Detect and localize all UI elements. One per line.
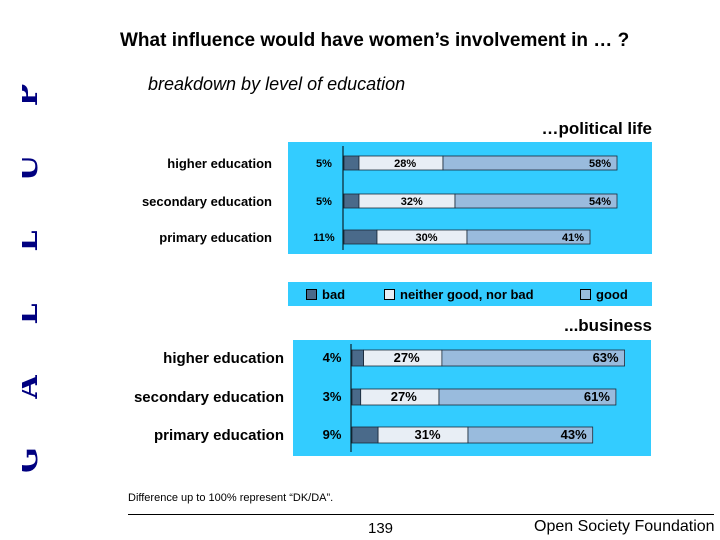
footnote: Difference up to 100% represent “DK/DA”. bbox=[128, 492, 334, 504]
data-label: 30% bbox=[415, 232, 437, 244]
bar-segment bbox=[351, 388, 362, 406]
legend-item-bad: bad bbox=[306, 287, 345, 302]
bar-segment bbox=[343, 229, 378, 245]
category-label: secondary education bbox=[142, 194, 272, 209]
gallup-letter: A bbox=[22, 375, 45, 400]
data-label: 3% bbox=[323, 389, 342, 404]
legend-swatch-neutral bbox=[384, 289, 395, 300]
data-label: 27% bbox=[391, 389, 417, 404]
bar-segment bbox=[343, 155, 360, 171]
bar-segment bbox=[454, 193, 618, 209]
gallup-letter: U bbox=[22, 155, 45, 181]
gallup-letter: L bbox=[22, 230, 45, 251]
slide-subtitle: breakdown by level of education bbox=[148, 74, 406, 94]
political-life-chart-title: …political life bbox=[541, 119, 652, 138]
data-label: 28% bbox=[394, 158, 416, 170]
data-label: 61% bbox=[584, 389, 610, 404]
gallup-side-logo: G A L L U P bbox=[22, 84, 45, 473]
organization-name: Open Society Foundation bbox=[534, 518, 715, 535]
bar-segment bbox=[351, 349, 365, 367]
data-label: 4% bbox=[323, 350, 342, 365]
legend-label-good: good bbox=[596, 287, 628, 302]
business-chart-title: ...business bbox=[564, 316, 652, 335]
data-label: 63% bbox=[593, 350, 619, 365]
bar-segment bbox=[441, 349, 625, 367]
legend-item-good: good bbox=[580, 287, 628, 302]
legend-label-neutral: neither good, nor bad bbox=[400, 287, 534, 302]
data-label: 58% bbox=[589, 158, 611, 170]
data-label: 54% bbox=[589, 196, 611, 208]
legend-label-bad: bad bbox=[322, 287, 346, 302]
data-label: 9% bbox=[323, 427, 342, 442]
data-label: 43% bbox=[561, 427, 587, 442]
category-label: primary education bbox=[159, 230, 272, 245]
data-label: 5% bbox=[316, 196, 332, 208]
legend-item-neutral: neither good, nor bad bbox=[384, 287, 534, 302]
bar-segment bbox=[466, 229, 591, 245]
bar-segment bbox=[442, 155, 618, 171]
gallup-letter: P bbox=[22, 84, 45, 107]
bar-segment bbox=[343, 193, 360, 209]
page-number: 139 bbox=[368, 520, 394, 537]
bar-segment bbox=[438, 388, 617, 406]
category-label: higher education bbox=[167, 156, 272, 171]
bar-segment bbox=[351, 426, 379, 444]
slide-title: What influence would have women’s involv… bbox=[120, 30, 630, 51]
data-label: 27% bbox=[394, 350, 420, 365]
category-label: primary education bbox=[154, 427, 284, 444]
legend-swatch-good bbox=[580, 289, 591, 300]
category-label: secondary education bbox=[134, 389, 284, 406]
gallup-letter: L bbox=[22, 303, 45, 324]
data-label: 41% bbox=[562, 232, 584, 244]
category-label: higher education bbox=[163, 350, 284, 367]
bar-segment bbox=[467, 426, 594, 444]
data-label: 32% bbox=[401, 196, 423, 208]
data-label: 5% bbox=[316, 158, 332, 170]
footer-divider bbox=[128, 514, 714, 515]
data-label: 31% bbox=[415, 427, 441, 442]
data-label: 11% bbox=[313, 232, 335, 244]
legend-swatch-bad bbox=[306, 289, 317, 300]
chart-legend: bad neither good, nor bad good bbox=[288, 282, 652, 306]
gallup-letter: G bbox=[22, 447, 45, 473]
